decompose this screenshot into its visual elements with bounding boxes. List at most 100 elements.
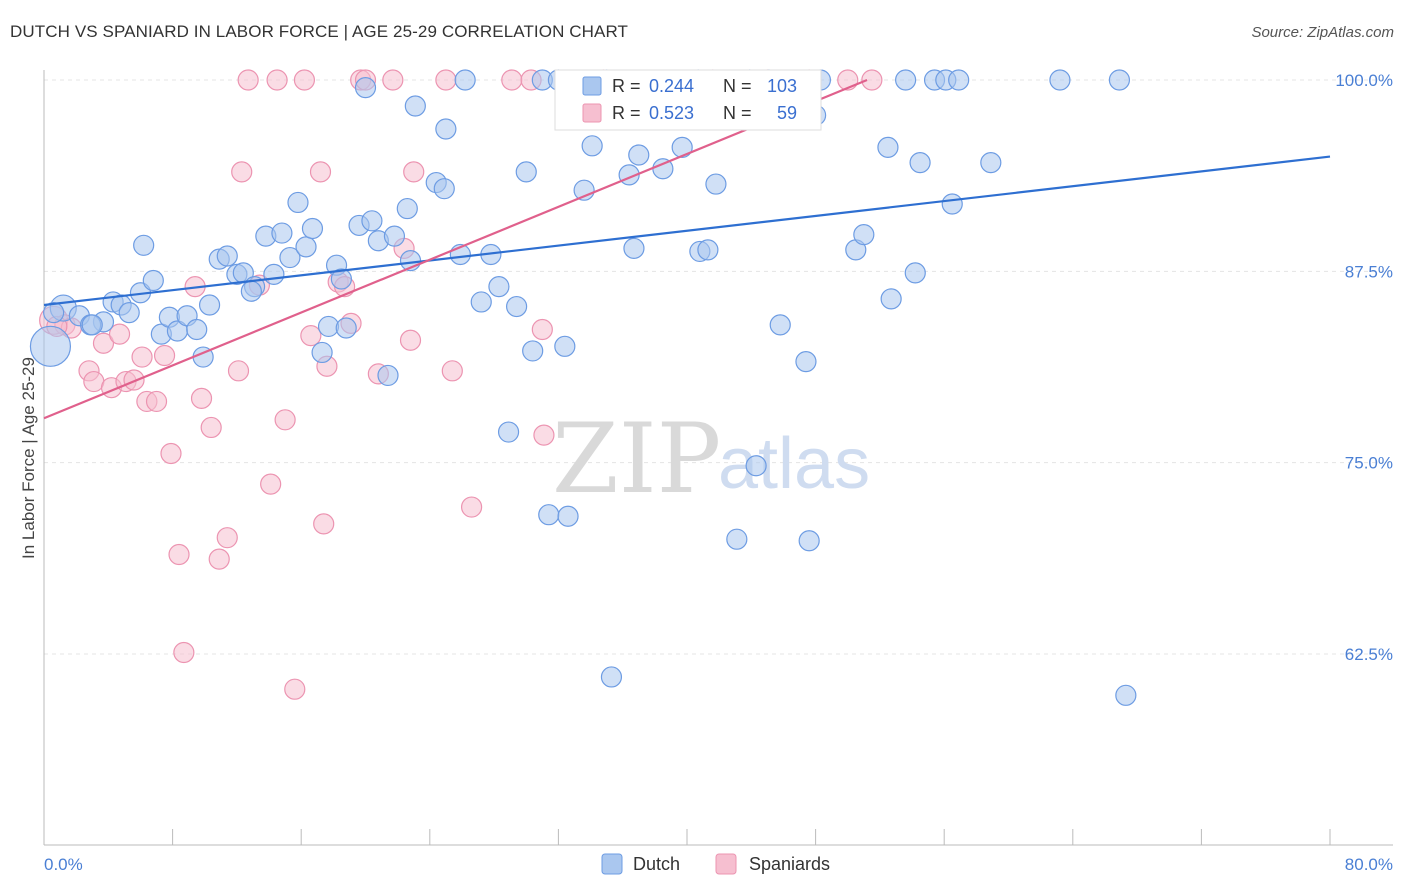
dutch-point	[330, 268, 352, 290]
dutch-point	[240, 280, 262, 302]
dutch-point	[497, 421, 520, 443]
legend-dutch-n-label: N =	[723, 76, 752, 96]
dutch-point	[628, 144, 650, 166]
legend-spaniards-r-value: 0.523	[649, 103, 694, 123]
watermark-zip: ZIP	[552, 403, 721, 515]
chart-title: DUTCH VS SPANIARD IN LABOR FORCE | AGE 2…	[10, 22, 629, 41]
legend-spaniards-n-value: 59	[777, 103, 797, 123]
series-legend: Dutch Spaniards	[601, 853, 830, 875]
dutch-point	[396, 197, 418, 220]
dutch-point	[470, 291, 492, 313]
legend-spaniards-swatch	[582, 103, 602, 123]
dutch-point	[877, 136, 899, 158]
dutch-points	[29, 69, 1137, 706]
dutch-point	[295, 236, 317, 258]
spaniards-point	[83, 370, 105, 393]
dutch-point	[186, 318, 208, 341]
spaniards-point	[399, 329, 422, 351]
spaniards-point	[200, 416, 222, 439]
dutch-point	[198, 294, 221, 316]
bottom-legend-spaniards-label: Spaniards	[749, 854, 830, 874]
dutch-point	[769, 314, 791, 336]
spaniards-point	[293, 69, 316, 91]
dutch-point	[853, 223, 875, 246]
spaniards-point	[168, 543, 190, 566]
dutch-point	[435, 118, 457, 140]
legend-dutch-swatch	[582, 76, 602, 96]
bottom-legend-spaniards-swatch	[715, 853, 737, 875]
spaniards-points	[39, 69, 883, 700]
spaniards-point	[441, 360, 463, 382]
trend-lines	[43, 78, 1331, 420]
dutch-point	[895, 69, 917, 91]
dutch-point	[581, 135, 603, 157]
dutch-trend-line	[43, 155, 1331, 307]
dutch-point	[317, 315, 340, 338]
spaniards-point	[131, 346, 153, 368]
dutch-point	[909, 152, 931, 174]
dutch-point	[433, 178, 455, 200]
dutch-point	[133, 234, 155, 256]
source-label: Source: ZipAtlas.com	[1251, 24, 1394, 41]
dutch-point	[81, 314, 103, 336]
dutch-point	[488, 276, 510, 298]
spaniards-point	[274, 409, 296, 431]
y-axis-label: In Labor Force | Age 25-29	[19, 357, 38, 559]
spaniards-point	[190, 387, 213, 409]
spaniards-point	[861, 69, 883, 91]
spaniards-point	[382, 69, 404, 91]
spaniards-point	[123, 369, 145, 391]
spaniards-point	[313, 513, 335, 535]
spaniards-point	[309, 161, 332, 183]
y-tick-labels: 100.0% 87.5% 75.0% 62.5%	[1335, 71, 1393, 664]
dutch-point	[904, 262, 926, 284]
spaniards-point	[216, 527, 238, 549]
dutch-point	[880, 288, 902, 310]
spaniards-point	[501, 69, 523, 91]
y-tick-label: 75.0%	[1345, 454, 1393, 473]
dutch-point	[941, 193, 963, 215]
dutch-point	[335, 317, 357, 339]
y-tick-label: 87.5%	[1345, 262, 1393, 281]
dutch-point	[454, 69, 476, 91]
legend-dutch-r-value: 0.244	[649, 76, 694, 96]
spaniards-point	[435, 69, 457, 91]
dutch-point	[271, 222, 293, 244]
legend-spaniards-n-label: N =	[723, 103, 752, 123]
y-tick-label: 62.5%	[1345, 645, 1393, 664]
dutch-point	[216, 245, 238, 267]
spaniards-point	[266, 69, 288, 91]
spaniards-point	[237, 69, 259, 91]
legend-dutch-n-value: 103	[767, 76, 797, 96]
watermark-atlas: atlas	[718, 424, 870, 504]
spaniards-point	[284, 678, 306, 700]
dutch-point	[263, 263, 285, 285]
dutch-point	[361, 210, 383, 232]
dutch-point	[29, 325, 72, 367]
spaniards-point	[160, 442, 182, 465]
spaniards-point	[533, 424, 555, 446]
spaniards-point	[260, 473, 282, 495]
dutch-point	[697, 239, 719, 261]
dutch-point	[745, 455, 767, 477]
spaniards-point	[531, 318, 553, 341]
dutch-point	[538, 504, 560, 526]
bottom-legend-dutch-label: Dutch	[633, 854, 680, 874]
dutch-point	[671, 136, 693, 158]
dutch-point	[948, 69, 970, 91]
dutch-point	[377, 364, 399, 387]
dutch-point	[118, 302, 140, 324]
spaniards-point	[145, 390, 168, 413]
dutch-point	[354, 77, 377, 99]
dutch-point	[1049, 69, 1071, 91]
dutch-point	[404, 95, 426, 117]
spaniards-point	[153, 344, 176, 367]
spaniards-point	[173, 641, 195, 664]
spaniards-point	[92, 332, 115, 354]
spaniards-point	[460, 496, 483, 518]
dutch-point	[623, 237, 645, 259]
dutch-point	[522, 340, 544, 362]
dutch-point	[557, 505, 579, 527]
spaniards-point	[227, 360, 250, 382]
correlation-legend: R = 0.244 N = 103 R = 0.523 N = 59	[554, 69, 822, 131]
